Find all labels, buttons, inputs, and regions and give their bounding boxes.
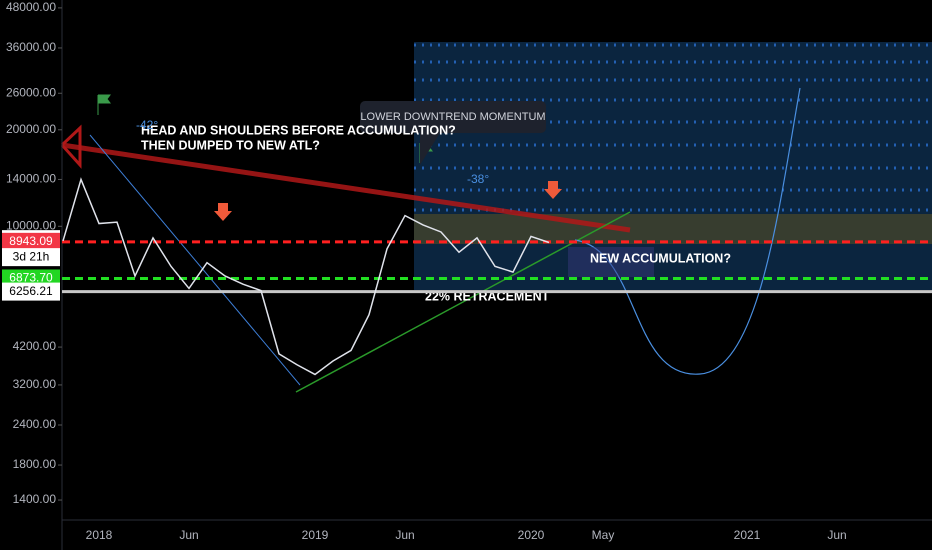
y-tick-label: 14000.00 [6, 172, 56, 186]
x-tick-label: Jun [179, 528, 198, 542]
x-tick-label: May [592, 528, 615, 542]
annotation: THEN DUMPED TO NEW ATL? [141, 138, 320, 152]
x-tick-label: 2019 [302, 528, 329, 542]
tooltip-tail [420, 133, 440, 165]
y-tick-label: 48000.00 [6, 0, 56, 14]
yellow-band [414, 214, 932, 244]
x-tick-label: 2018 [86, 528, 113, 542]
price-label-bg [2, 282, 60, 301]
price-label: 8943.09 [9, 234, 53, 248]
projection-curve [574, 87, 801, 375]
annotation: HEAD AND SHOULDERS BEFORE ACCUMULATION? [141, 123, 456, 137]
price-label: 6256.21 [9, 284, 53, 298]
y-tick-label: 10000.00 [6, 218, 56, 232]
projection-zone [414, 42, 932, 290]
x-tick-label: 2020 [518, 528, 545, 542]
price-label-bg [2, 232, 60, 251]
down-arrow [214, 203, 232, 221]
angle-label: -38° [467, 172, 489, 186]
y-tick-label: 4200.00 [13, 339, 57, 353]
countdown-bg [2, 248, 60, 267]
y-tick-label: 2400.00 [13, 417, 57, 431]
annotation: LOWER DOWNTREND MOMENTUM [360, 111, 545, 123]
x-tick-label: Jun [395, 528, 414, 542]
angle-label: -42° [136, 118, 158, 132]
down-arrow [544, 181, 562, 199]
downtrend-line [61, 142, 631, 233]
y-tick-label: 1400.00 [13, 492, 57, 506]
x-tick-label: Jun [827, 528, 846, 542]
price-label: 6873.70 [9, 271, 53, 285]
y-tick-label: 3200.00 [13, 377, 57, 391]
arrow-head [60, 124, 82, 169]
blue-trend [89, 134, 301, 386]
tooltip-box [360, 101, 546, 133]
y-tick-label: 36000.00 [6, 40, 56, 54]
countdown: 3d 21h [13, 249, 50, 263]
price-line [62, 177, 550, 376]
y-tick-label: 26000.00 [6, 85, 56, 99]
accumulation-box [568, 247, 654, 277]
flag [97, 94, 111, 115]
y-tick-label: 20000.00 [6, 122, 56, 136]
x-tick-label: 2021 [734, 528, 761, 542]
annotation: NEW ACCUMULATION? [590, 251, 731, 265]
y-tick-label: 1800.00 [13, 457, 57, 471]
